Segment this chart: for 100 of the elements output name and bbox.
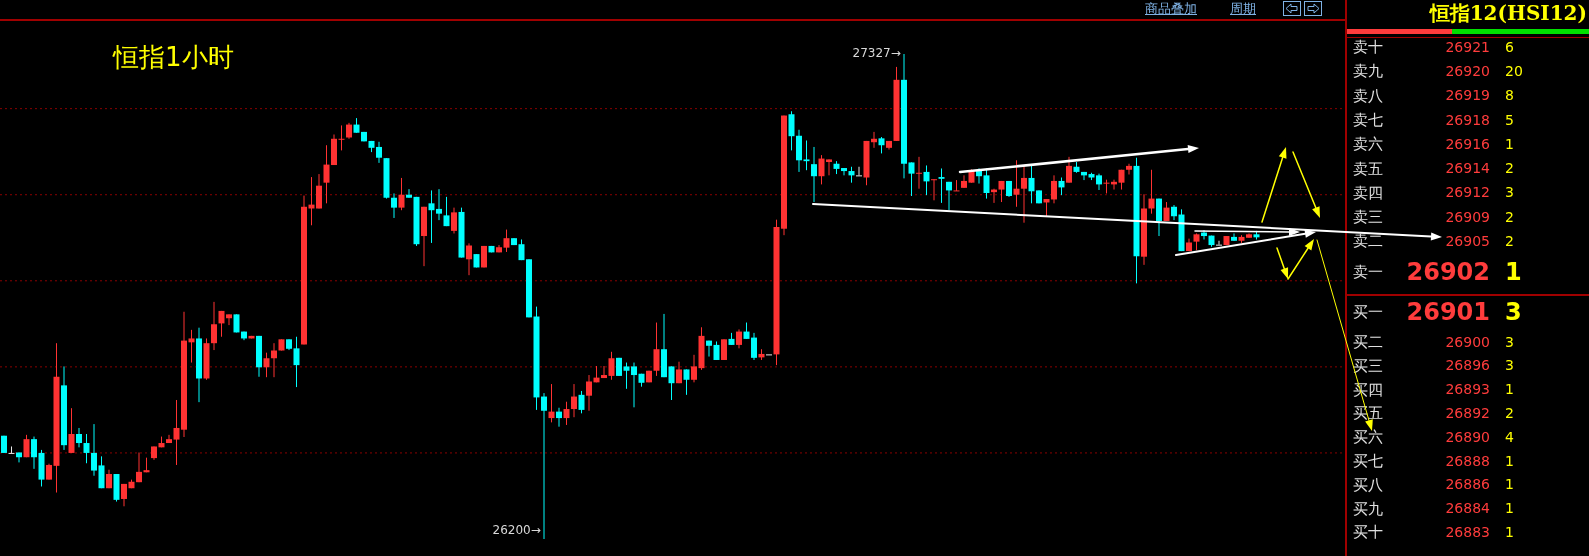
category-label: 卖四 (1353, 183, 1383, 202)
category-label: 买五 (1353, 404, 1383, 423)
candlestick (586, 374, 592, 412)
category-label: 卖二 (1353, 232, 1383, 251)
candlestick (391, 192, 397, 219)
category-label: 卖六 (1353, 135, 1383, 154)
candlestick (8, 445, 15, 454)
candlestick (541, 392, 547, 539)
category-label: 卖一 (1353, 263, 1383, 281)
data-label: 5 (1505, 111, 1514, 129)
data-label: 2 (1505, 160, 1514, 177)
candlestick (293, 336, 300, 388)
data-label: 26921 (1445, 38, 1490, 56)
candlestick (908, 161, 915, 197)
candlestick (398, 177, 405, 211)
data-label: 26896 (1445, 357, 1490, 375)
category-label: 卖三 (1353, 208, 1383, 227)
candlestick (1126, 163, 1132, 175)
candlestick (83, 433, 90, 464)
candlestick (98, 455, 105, 489)
text: 商品叠加 (1145, 0, 1197, 18)
candlestick (211, 301, 217, 351)
candlestick (953, 179, 960, 192)
candlestick (68, 407, 75, 454)
data-label: 1 (1505, 381, 1514, 398)
candlestick (451, 207, 457, 234)
data-label: 1 (1505, 135, 1514, 153)
candlestick (1163, 201, 1170, 222)
candlestick (916, 156, 922, 190)
data-label: 1 (1505, 500, 1514, 517)
candlestick (946, 181, 952, 211)
candlestick (803, 140, 810, 171)
data-label: 26900 (1445, 333, 1490, 351)
candlestick (653, 322, 660, 377)
data-label: 26883 (1445, 524, 1490, 541)
data-label: 26916 (1445, 135, 1490, 153)
candlestick (1051, 174, 1057, 204)
candlestick (263, 352, 270, 378)
data-label: 8 (1505, 87, 1514, 104)
category-label: 买九 (1353, 499, 1383, 518)
text: 周期 (1230, 0, 1256, 18)
candlestick (713, 340, 720, 361)
annotation: 26200→ (492, 523, 541, 537)
data-label: 26893 (1445, 381, 1490, 398)
category-label: 买七 (1353, 452, 1383, 470)
candlestick (938, 167, 945, 204)
category-label: 买八 (1353, 475, 1383, 494)
data-label: 1 (1505, 524, 1514, 541)
data-label: 1 (1505, 452, 1514, 470)
candlestick (1021, 164, 1027, 224)
candlestick (443, 196, 450, 227)
candlestick (503, 229, 510, 253)
data-label: 26902 (1406, 257, 1490, 287)
data-label: 1 (1505, 257, 1522, 287)
data-label: 26886 (1445, 476, 1490, 494)
candlestick (1066, 156, 1072, 184)
candlestick (31, 436, 37, 470)
candlestick (811, 146, 817, 203)
candlestick (1148, 169, 1155, 215)
candlestick (668, 365, 675, 401)
data-label: 26892 (1445, 405, 1490, 422)
data-label: 6 (1505, 38, 1514, 56)
candlestick (188, 329, 195, 364)
category-label: 卖十 (1353, 38, 1383, 56)
candlestick (683, 368, 690, 396)
candlestick (923, 164, 930, 196)
data-label: 4 (1505, 428, 1514, 446)
data-label: 2 (1505, 405, 1514, 422)
candlestick (466, 242, 472, 276)
candlestick (1013, 159, 1020, 208)
category-label: 买十 (1353, 523, 1383, 542)
data-label: 2 (1505, 208, 1514, 226)
candlestick (136, 452, 142, 483)
category-label: 卖七 (1353, 110, 1383, 129)
data-label: 2 (1505, 233, 1514, 250)
data-label: 1 (1505, 476, 1514, 494)
data-label: 26909 (1445, 208, 1490, 226)
candlestick (706, 340, 712, 358)
data-label: 26918 (1445, 111, 1490, 129)
candlestick (1231, 232, 1237, 242)
candlestick (556, 407, 562, 428)
candlestick (931, 178, 937, 201)
data-label: 26888 (1445, 452, 1490, 470)
category-label: 买二 (1353, 333, 1383, 351)
text: 恒指12(HSI12) (1429, 0, 1587, 27)
candlestick (166, 434, 172, 444)
candlestick (601, 365, 607, 379)
data-label: 3 (1505, 184, 1514, 202)
chart-title: 恒指1小时 (113, 41, 234, 74)
data-label: 26920 (1445, 62, 1490, 80)
data-label: 26901 (1406, 297, 1490, 327)
category-label: 卖八 (1353, 86, 1383, 105)
category-label: 买一 (1353, 303, 1383, 321)
candlestick (721, 338, 727, 361)
candlestick (961, 174, 967, 189)
candlestick (338, 124, 345, 151)
data-label: 26912 (1445, 184, 1490, 202)
data-label: 3 (1505, 333, 1514, 351)
candlestick (571, 383, 577, 418)
data-label: 26905 (1445, 233, 1490, 250)
